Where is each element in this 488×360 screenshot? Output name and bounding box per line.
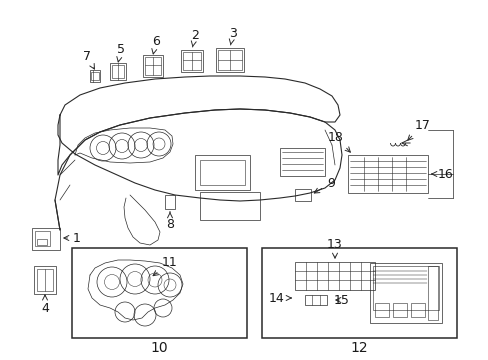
Text: 17: 17	[407, 118, 430, 140]
Text: 2: 2	[191, 28, 199, 47]
Text: 9: 9	[314, 176, 334, 193]
Text: 5: 5	[117, 42, 125, 62]
Bar	[216, 48, 244, 72]
Bar	[37, 239, 47, 245]
Bar	[110, 63, 126, 80]
Bar	[91, 72, 99, 80]
Bar	[218, 50, 242, 70]
Text: 3: 3	[228, 27, 237, 45]
Bar	[37, 269, 53, 291]
Text: 12: 12	[349, 341, 367, 355]
Text: 14: 14	[268, 292, 290, 305]
Bar	[72, 248, 246, 338]
Bar	[195, 155, 249, 190]
Bar	[181, 50, 203, 72]
Text: 15: 15	[333, 293, 349, 306]
Bar	[112, 65, 124, 78]
Bar	[294, 189, 310, 201]
Bar	[164, 195, 175, 209]
Bar	[372, 266, 438, 310]
Bar	[280, 148, 325, 176]
Bar	[35, 231, 50, 246]
Bar	[347, 155, 427, 193]
Bar	[200, 160, 244, 185]
Text: 8: 8	[165, 212, 174, 230]
Bar	[34, 266, 56, 294]
Text: 6: 6	[151, 35, 160, 54]
Bar	[200, 192, 260, 220]
Bar	[374, 303, 388, 317]
Bar	[369, 263, 441, 323]
Text: 11: 11	[153, 256, 178, 276]
Text: 18: 18	[327, 131, 349, 152]
Text: 16: 16	[431, 167, 453, 180]
Bar	[262, 248, 456, 338]
Bar	[305, 295, 326, 305]
Bar	[183, 52, 201, 70]
Bar	[90, 70, 100, 82]
Bar	[410, 303, 424, 317]
Text: 7: 7	[83, 50, 94, 69]
Bar	[294, 262, 374, 290]
Text: 13: 13	[326, 238, 342, 258]
Bar	[142, 55, 163, 77]
Text: 1: 1	[64, 231, 81, 244]
Bar	[392, 303, 406, 317]
Bar	[427, 266, 437, 320]
Bar	[145, 57, 161, 75]
Text: 4: 4	[41, 295, 49, 315]
Text: 10: 10	[150, 341, 167, 355]
Bar	[32, 228, 60, 250]
